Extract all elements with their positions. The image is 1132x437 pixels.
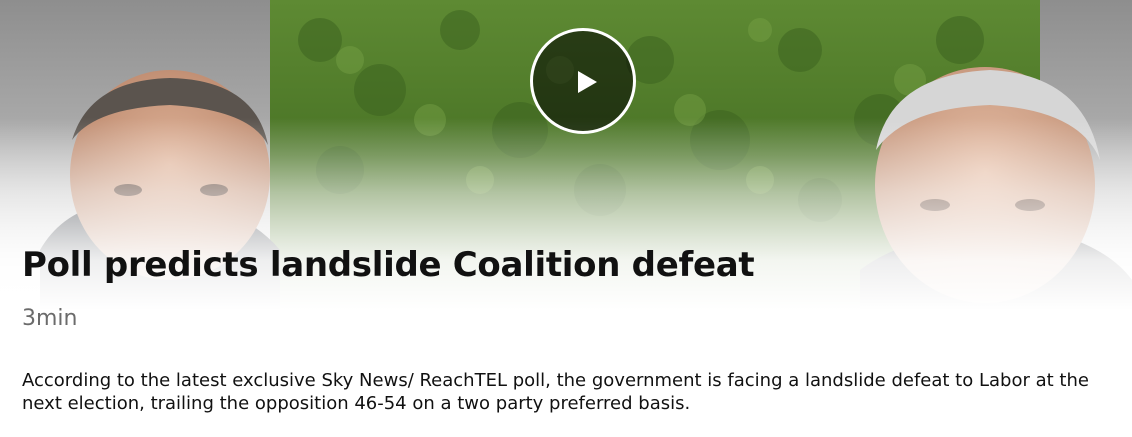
video-duration: 3min (22, 306, 78, 331)
play-icon (578, 71, 597, 93)
play-button[interactable] (530, 28, 636, 134)
video-headline[interactable]: Poll predicts landslide Coalition defeat (22, 245, 755, 285)
video-thumbnail[interactable] (0, 0, 1132, 310)
video-summary: According to the latest exclusive Sky Ne… (22, 370, 1089, 414)
